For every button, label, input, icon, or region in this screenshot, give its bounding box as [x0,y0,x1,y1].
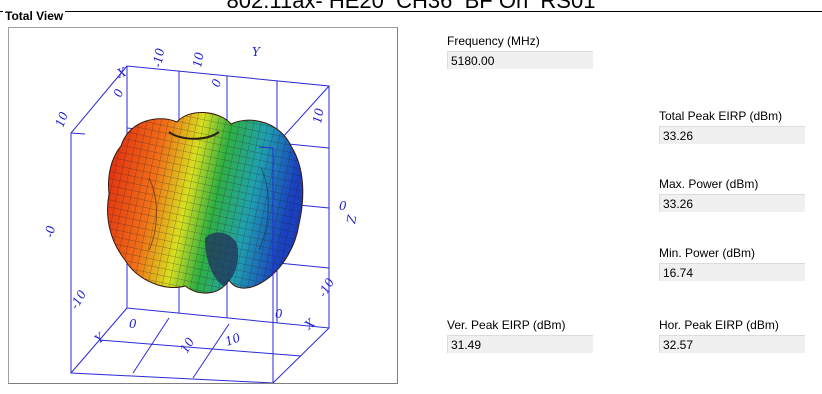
tick-z-bottom: -10 [315,275,337,299]
tick-top-minus10: -10 [150,47,167,69]
axis-label-z: Z [344,213,360,225]
tick-bottom-ten: 10 [177,335,197,356]
pattern-3d-view: X -10 10 Y 0 0 10 -0 10 0 Z -10 -10 0 Y … [42,45,360,383]
radiation-lobe [107,111,304,294]
hor-peak-eirp-field: Hor. Peak EIRP (dBm) 32.57 [659,318,805,353]
radiation-pattern-plot[interactable]: X -10 10 Y 0 0 10 -0 10 0 Z -10 -10 0 Y … [8,27,398,384]
tick-top-zero: 0 [111,87,127,99]
max-power-value[interactable]: 33.26 [659,194,805,212]
min-power-label: Min. Power (dBm) [659,246,756,260]
tick-top-zero-right: 0 [209,77,225,89]
frequency-field: Frequency (MHz) 5180.00 [447,34,593,69]
tick-left-minus: -0 [42,224,58,238]
group-title: Total View [3,9,66,23]
total-peak-eirp-label: Total Peak EIRP (dBm) [659,109,783,123]
max-power-field: Max. Power (dBm) 33.26 [659,177,805,212]
window-title-strip: 802.11ax- HE20_CH36_BF On_RS01 [0,0,822,12]
min-power-field: Min. Power (dBm) 16.74 [659,246,805,281]
tick-bottom-zero: 0 [129,317,137,331]
axis-label-x-bottom: X [301,316,318,333]
ver-peak-eirp-label: Ver. Peak EIRP (dBm) [447,318,566,332]
tick-top-ten: 10 [190,51,207,69]
max-power-label: Max. Power (dBm) [659,177,759,191]
hor-peak-eirp-label: Hor. Peak EIRP (dBm) [659,318,779,332]
box-front-edges [70,132,274,383]
tick-left-ten: 10 [53,110,72,129]
frequency-label: Frequency (MHz) [447,34,540,48]
tick-bottom-ten-2: 10 [223,330,242,349]
frequency-value[interactable]: 5180.00 [447,51,593,69]
tick-z-zero: 0 [339,199,347,213]
hor-peak-eirp-value[interactable]: 32.57 [659,335,805,353]
ver-peak-eirp-value[interactable]: 31.49 [447,335,593,353]
axis-label-y-top: Y [252,45,261,59]
tick-bottom-zero2: 0 [275,307,283,321]
window-title: 802.11ax- HE20_CH36_BF On_RS01 [0,0,822,12]
tick-z-top: 10 [310,107,327,125]
total-peak-eirp-value[interactable]: 33.26 [659,126,805,144]
title-divider [0,11,822,12]
total-peak-eirp-field: Total Peak EIRP (dBm) 33.26 [659,109,805,144]
ver-peak-eirp-field: Ver. Peak EIRP (dBm) 31.49 [447,318,593,353]
min-power-value[interactable]: 16.74 [659,263,805,281]
